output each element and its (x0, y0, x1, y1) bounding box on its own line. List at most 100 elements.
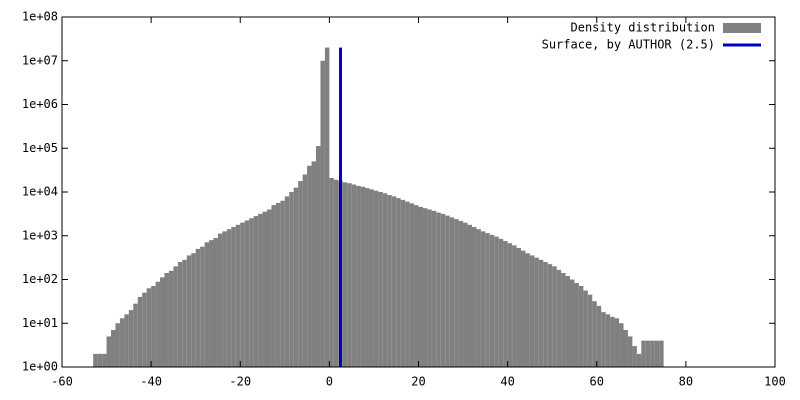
bar (115, 323, 120, 367)
bar (601, 312, 606, 367)
bar (244, 220, 250, 367)
bar (200, 246, 205, 367)
bar (565, 276, 571, 367)
bar (186, 255, 192, 367)
bar (498, 238, 504, 367)
bar (102, 353, 107, 367)
bar (177, 262, 183, 367)
y-tick-label: 1e+06 (22, 97, 58, 111)
bar (645, 340, 651, 367)
bar (427, 209, 432, 367)
bar (119, 318, 125, 367)
bar (623, 330, 628, 367)
bar (97, 353, 103, 367)
bar (320, 60, 325, 367)
bar (556, 269, 562, 367)
bar (151, 286, 156, 367)
bar (137, 296, 143, 367)
bar (587, 294, 593, 367)
bar (409, 203, 415, 367)
bar (454, 219, 459, 367)
bar (302, 174, 308, 367)
bar (480, 231, 486, 367)
bar (529, 255, 535, 367)
bar (503, 240, 508, 367)
legend-label: Surface, by AUTHOR (2.5) (542, 38, 715, 52)
bar (360, 186, 366, 367)
bar (173, 266, 178, 367)
bar (391, 196, 397, 367)
bar (650, 340, 655, 367)
bar (641, 340, 646, 367)
bar (93, 353, 98, 367)
bar (369, 189, 374, 367)
bar (440, 213, 446, 367)
x-tick-label: -60 (51, 375, 73, 389)
bar (231, 226, 236, 367)
bar (204, 242, 210, 367)
bar (445, 215, 450, 367)
legend-swatch (723, 23, 761, 33)
bar (307, 165, 312, 367)
bar (400, 199, 406, 367)
bar (467, 224, 472, 367)
y-tick-label: 1e+07 (22, 53, 58, 67)
bar (209, 240, 214, 367)
bar (164, 272, 169, 367)
bar (155, 281, 161, 367)
y-tick-label: 1e+05 (22, 141, 58, 155)
bar (146, 288, 152, 367)
bar (160, 277, 165, 367)
bar (414, 205, 419, 367)
bar (213, 237, 218, 367)
bar (289, 192, 294, 367)
bar (632, 346, 637, 367)
bar (266, 209, 272, 367)
bar (583, 290, 588, 367)
bar (610, 316, 615, 367)
bar (387, 195, 392, 367)
bar (507, 243, 513, 367)
bar (614, 318, 620, 367)
bar (578, 286, 584, 367)
bar (627, 336, 633, 367)
bar (485, 233, 490, 367)
bar (538, 259, 544, 367)
bar (217, 233, 223, 367)
bar (494, 236, 499, 367)
bar (458, 220, 464, 367)
bar (249, 218, 254, 367)
x-tick-label: 60 (590, 375, 604, 389)
bar (329, 177, 334, 367)
bar (271, 205, 276, 367)
bar (365, 188, 370, 367)
y-tick-label: 1e+02 (22, 272, 58, 286)
bar (396, 198, 401, 367)
bar (382, 193, 388, 367)
bar (436, 212, 441, 367)
bar (489, 234, 495, 367)
bar (111, 330, 116, 367)
x-tick-label: 0 (326, 375, 333, 389)
bar (596, 305, 602, 367)
bar (293, 187, 299, 367)
bar (142, 292, 147, 367)
bar (561, 272, 566, 367)
bar (636, 353, 642, 367)
bar (356, 185, 361, 367)
bar (182, 259, 187, 367)
x-tick-label: 20 (411, 375, 425, 389)
bar (347, 183, 352, 367)
bar (128, 310, 134, 367)
x-tick-label: 100 (764, 375, 786, 389)
x-tick-label: -20 (229, 375, 251, 389)
bar (547, 264, 553, 367)
bar (324, 47, 330, 368)
bar (316, 146, 321, 367)
bar (191, 253, 196, 367)
bar (654, 340, 660, 367)
bar (431, 210, 437, 367)
bar (342, 182, 348, 367)
bar (253, 216, 259, 367)
